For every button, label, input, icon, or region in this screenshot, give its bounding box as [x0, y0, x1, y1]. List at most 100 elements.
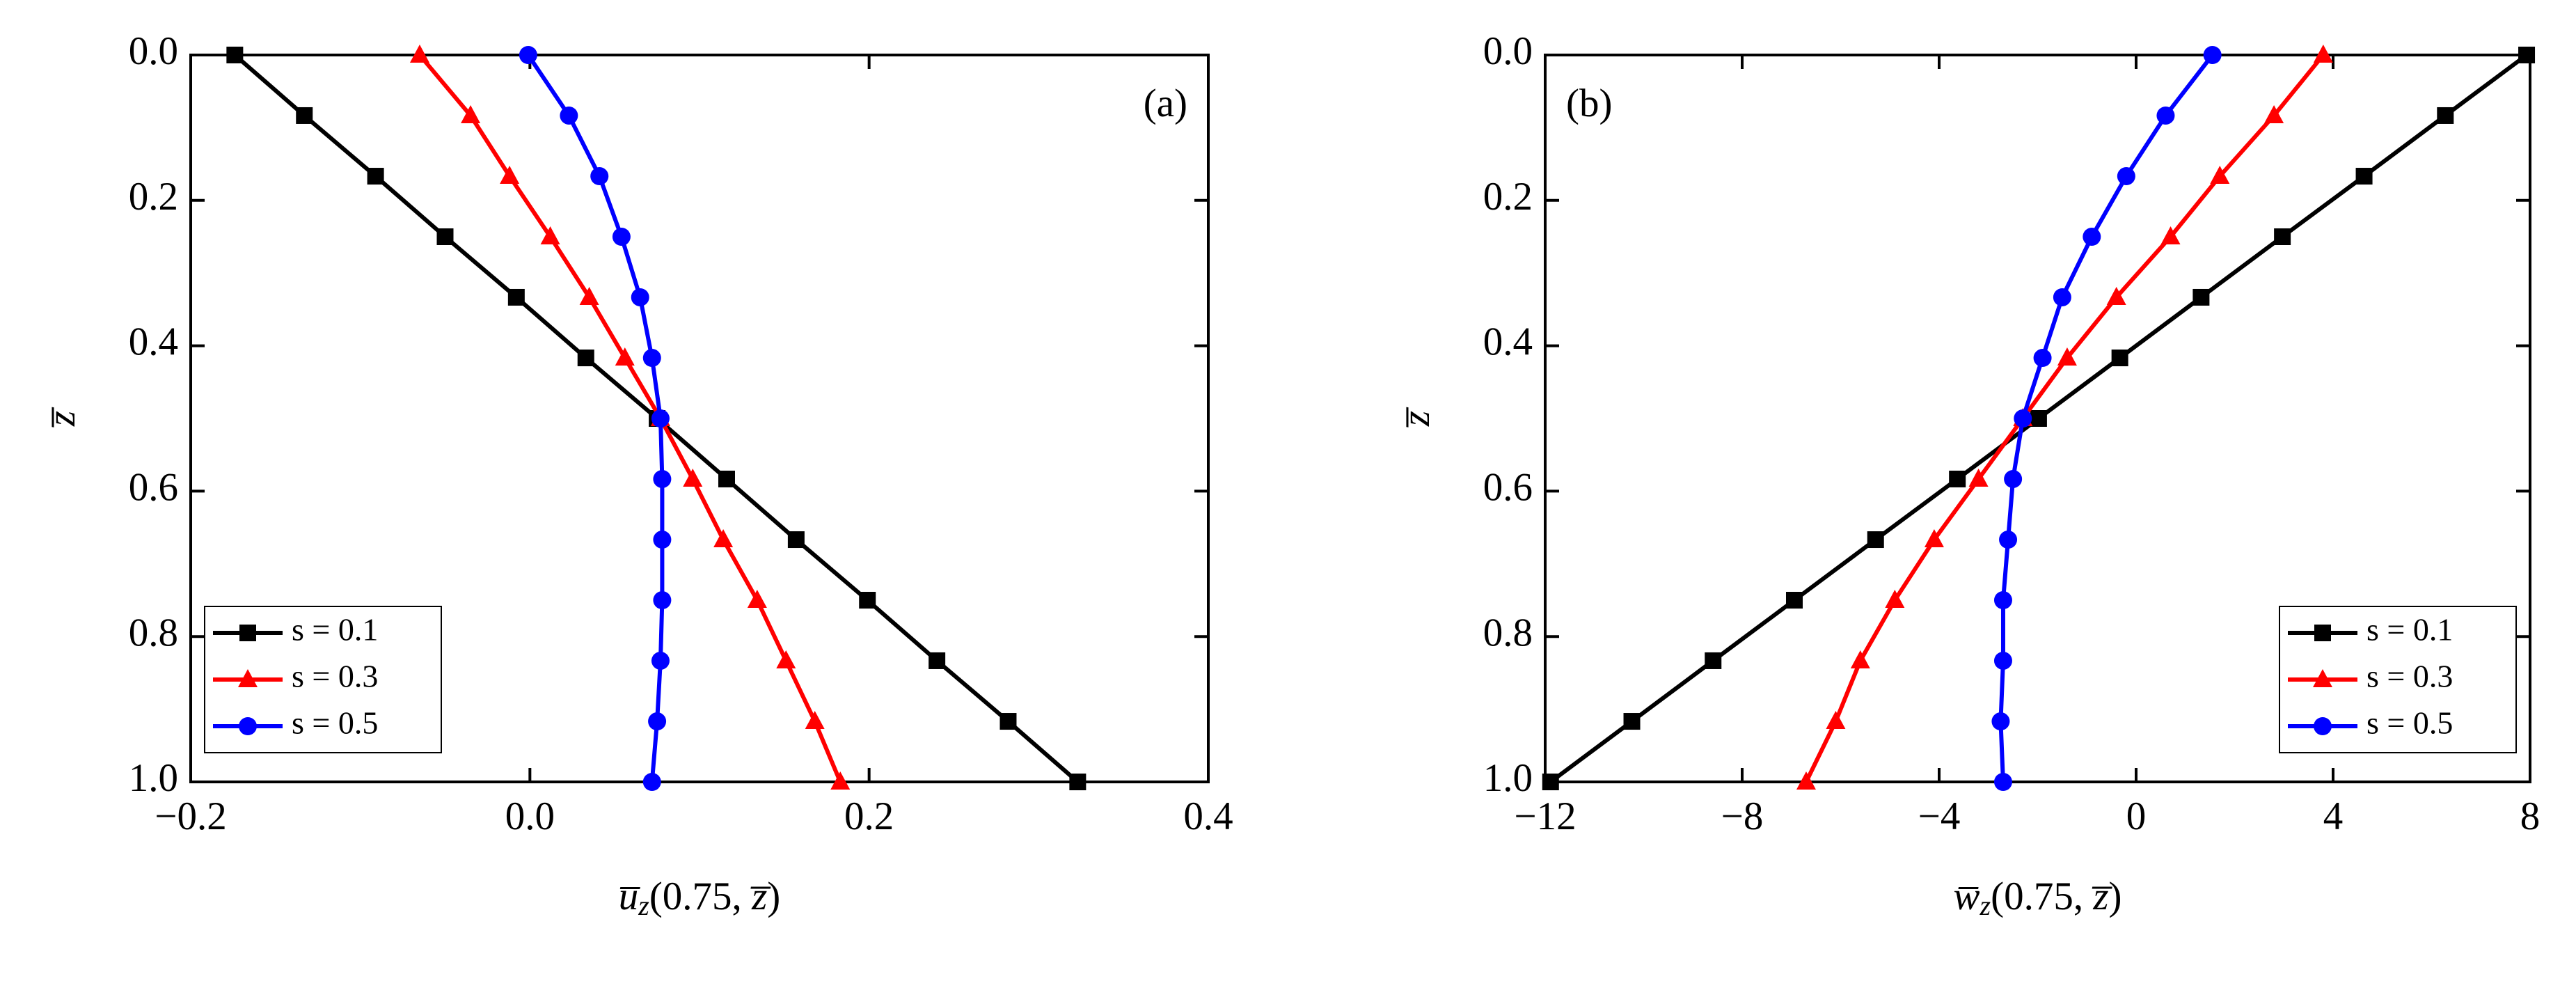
marker — [2518, 47, 2536, 63]
marker — [367, 168, 384, 185]
x-tick-label: −8 — [1721, 794, 1764, 838]
y-tick-label: 0.8 — [129, 611, 178, 654]
legend-label: s = 0.5 — [292, 705, 378, 741]
x-tick-label: −4 — [1918, 794, 1961, 838]
legend-label: s = 0.1 — [2366, 612, 2453, 648]
marker — [238, 669, 258, 687]
marker — [519, 46, 537, 64]
y-tick-label: 0.4 — [129, 320, 178, 364]
marker — [2083, 228, 2101, 246]
marker — [2014, 409, 2032, 428]
marker — [929, 652, 946, 669]
annotation: (a) — [1144, 81, 1187, 125]
x-tick-label: 4 — [2323, 794, 2344, 838]
marker — [579, 286, 599, 305]
x-tick-label: 0 — [2126, 794, 2147, 838]
marker — [1623, 713, 1641, 730]
marker — [2160, 226, 2181, 244]
x-label-part: z — [638, 890, 649, 921]
y-tick-label: 0.2 — [129, 175, 178, 219]
legend-label: s = 0.1 — [292, 612, 378, 648]
marker — [776, 650, 796, 668]
y-label: z̅ — [40, 407, 84, 428]
plot-frame — [189, 54, 1210, 783]
marker — [1542, 774, 1559, 790]
x-label-part: ) — [2109, 875, 2122, 918]
marker — [1867, 531, 1884, 549]
marker — [1991, 712, 2010, 731]
marker — [2117, 167, 2135, 186]
plot-frame — [1544, 54, 2531, 783]
marker — [2106, 286, 2126, 305]
marker — [590, 167, 609, 186]
x-tick-label: 8 — [2520, 794, 2541, 838]
marker — [2192, 288, 2210, 306]
marker — [2053, 288, 2071, 306]
series-line — [418, 54, 843, 783]
marker — [653, 469, 672, 488]
marker — [2057, 347, 2077, 366]
marker — [1850, 650, 1870, 668]
annotation: (b) — [1566, 81, 1612, 125]
marker — [2030, 410, 2047, 427]
marker — [747, 590, 767, 608]
marker — [2264, 104, 2284, 123]
marker — [239, 717, 257, 735]
legend-label: s = 0.3 — [292, 659, 378, 694]
x-tick-label: 0.2 — [844, 794, 894, 838]
marker — [1993, 651, 2012, 670]
marker — [805, 711, 825, 730]
marker — [239, 625, 256, 641]
marker — [1993, 773, 2012, 791]
marker — [615, 347, 635, 366]
marker — [683, 468, 703, 487]
marker — [612, 228, 631, 246]
marker — [2437, 107, 2454, 124]
marker — [859, 592, 876, 609]
marker — [2355, 168, 2373, 185]
marker — [1949, 470, 1966, 487]
marker — [409, 45, 429, 63]
y-tick-label: 0.0 — [1483, 29, 1533, 73]
marker — [653, 591, 672, 609]
marker — [2274, 228, 2291, 245]
marker — [642, 773, 661, 791]
x-label-part: w̅ — [1953, 875, 1980, 918]
marker — [713, 529, 734, 548]
marker — [631, 288, 649, 306]
y-tick-label: 0.4 — [1483, 320, 1533, 364]
x-tick-label: −0.2 — [155, 794, 226, 838]
marker — [1885, 590, 1905, 608]
marker — [436, 228, 454, 245]
marker — [2314, 625, 2331, 641]
marker — [2314, 717, 2332, 735]
marker — [642, 349, 661, 368]
y-label: z̅ — [1394, 407, 1438, 428]
x-tick-label: 0.0 — [505, 794, 555, 838]
marker — [500, 166, 520, 185]
y-tick-label: 0.6 — [1483, 465, 1533, 509]
x-tick-label: −12 — [1514, 794, 1576, 838]
legend-label: s = 0.5 — [2366, 705, 2453, 741]
marker — [1826, 711, 1846, 730]
marker — [787, 531, 805, 549]
marker — [2203, 46, 2222, 64]
marker — [1968, 468, 1989, 487]
x-label-part: (0.75, — [649, 875, 752, 918]
marker — [718, 470, 735, 487]
marker — [1924, 529, 1944, 548]
x-label: w̅z(0.75, z̅) — [1953, 875, 2121, 921]
marker — [2033, 349, 2052, 368]
marker — [560, 106, 578, 125]
series-line — [1804, 54, 2325, 783]
marker — [1785, 592, 1803, 609]
x-label: u̅z(0.75, z̅) — [619, 875, 780, 921]
legend-label: s = 0.3 — [2366, 659, 2453, 694]
marker — [2111, 350, 2128, 367]
marker — [1705, 652, 1722, 669]
y-tick-label: 0.6 — [129, 465, 178, 509]
x-label-part: (0.75, — [1991, 875, 2093, 918]
marker — [296, 107, 313, 124]
marker — [577, 350, 594, 367]
marker — [540, 226, 560, 244]
